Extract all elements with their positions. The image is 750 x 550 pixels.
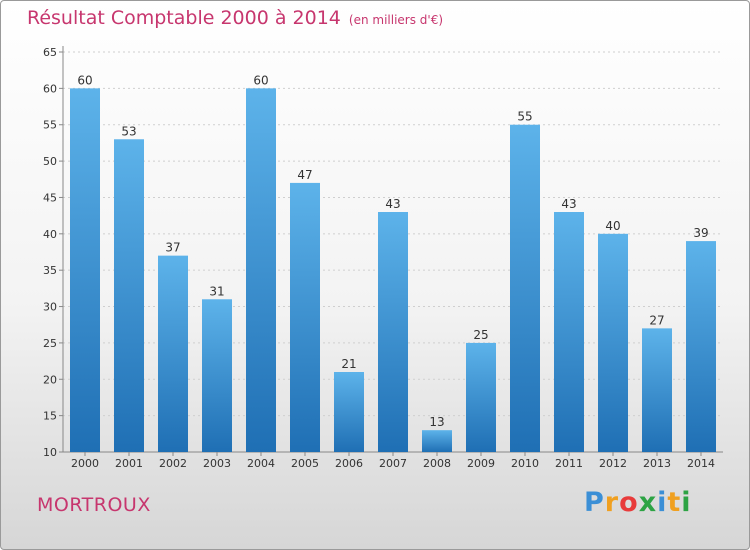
bar-2014[interactable] xyxy=(686,241,716,452)
x-tick-label-2001: 2001 xyxy=(115,457,143,470)
tick-labels: 10 15 20 25 30 35 40 45 50 55 60 65 2000 2001 2002 2003… xyxy=(43,46,715,470)
chart-title-text: Résultat Comptable 2000 à 2014 xyxy=(27,7,341,29)
value-label-2008: 13 xyxy=(429,415,444,429)
bar-2003[interactable] xyxy=(202,299,232,452)
bar-2006[interactable] xyxy=(334,372,364,452)
x-tick-label-2005: 2005 xyxy=(291,457,319,470)
value-label-2000: 60 xyxy=(77,73,92,87)
logo-letter: x xyxy=(638,487,658,518)
proxiti-logo[interactable]: Proxiti xyxy=(584,487,692,518)
value-label-2011: 43 xyxy=(561,197,576,211)
value-label-2012: 40 xyxy=(605,219,620,233)
x-tick-label-2002: 2002 xyxy=(159,457,187,470)
bars xyxy=(70,88,716,453)
value-labels: 60 53 37 31 60 47 21 43 13 25 55 43 40 27 39 xyxy=(77,73,708,429)
value-label-2013: 27 xyxy=(649,313,664,327)
value-label-2002: 37 xyxy=(165,241,180,255)
bar-2002[interactable] xyxy=(158,255,188,452)
x-tick-label-2006: 2006 xyxy=(335,457,363,470)
y-tick-label-30: 30 xyxy=(43,301,57,314)
logo-letter: t xyxy=(667,487,682,518)
town-name: MORTROUX xyxy=(37,494,151,516)
y-tick-label-65: 65 xyxy=(43,46,57,59)
y-tick-label-60: 60 xyxy=(43,82,57,95)
x-tick-label-2009: 2009 xyxy=(467,457,495,470)
y-tick-label-10: 10 xyxy=(43,446,57,459)
value-label-2003: 31 xyxy=(209,284,224,298)
value-label-2006: 21 xyxy=(341,357,356,371)
value-label-2010: 55 xyxy=(517,110,532,124)
y-tick-label-45: 45 xyxy=(43,191,57,204)
logo-letter: i xyxy=(657,487,668,518)
logo-letter: o xyxy=(619,487,639,518)
y-tick-label-20: 20 xyxy=(43,373,57,386)
y-tick-label-50: 50 xyxy=(43,155,57,168)
bar-2008[interactable] xyxy=(422,430,452,452)
y-tick-label-35: 35 xyxy=(43,264,57,277)
x-tick-label-2000: 2000 xyxy=(71,457,99,470)
logo-letter: i xyxy=(681,487,692,518)
x-tick-label-2010: 2010 xyxy=(511,457,539,470)
bar-2013[interactable] xyxy=(642,328,672,452)
bar-2004[interactable] xyxy=(246,88,276,452)
chart-unit: (en milliers d'€) xyxy=(348,13,444,27)
logo-letter: P xyxy=(584,487,605,518)
x-tick-label-2011: 2011 xyxy=(555,457,583,470)
x-tick-label-2012: 2012 xyxy=(599,457,627,470)
bar-2005[interactable] xyxy=(290,182,320,452)
y-tick-label-55: 55 xyxy=(43,119,57,132)
bar-2009[interactable] xyxy=(466,342,496,452)
bar-2007[interactable] xyxy=(378,212,408,452)
value-label-2014: 39 xyxy=(693,226,708,240)
bar-2011[interactable] xyxy=(554,212,584,452)
value-label-2001: 53 xyxy=(121,124,136,138)
value-label-2007: 43 xyxy=(385,197,400,211)
x-tick-label-2004: 2004 xyxy=(247,457,275,470)
bar-2012[interactable] xyxy=(598,233,628,452)
chart-title: Résultat Comptable 2000 à 2014 (en millie… xyxy=(27,7,443,29)
x-tick-label-2008: 2008 xyxy=(423,457,451,470)
value-label-2004: 60 xyxy=(253,73,268,87)
bar-2001[interactable] xyxy=(114,139,144,453)
x-tick-label-2013: 2013 xyxy=(643,457,671,470)
y-tick-label-15: 15 xyxy=(43,410,57,423)
x-tick-label-2007: 2007 xyxy=(379,457,407,470)
value-label-2005: 47 xyxy=(297,168,312,182)
bar-2000[interactable] xyxy=(70,88,100,452)
y-tick-label-40: 40 xyxy=(43,228,57,241)
x-tick-label-2003: 2003 xyxy=(203,457,231,470)
x-tick-label-2014: 2014 xyxy=(687,457,715,470)
value-label-2009: 25 xyxy=(473,328,488,342)
y-tick-label-25: 25 xyxy=(43,337,57,350)
logo-letter: r xyxy=(604,487,620,518)
bar-2010[interactable] xyxy=(510,124,540,453)
